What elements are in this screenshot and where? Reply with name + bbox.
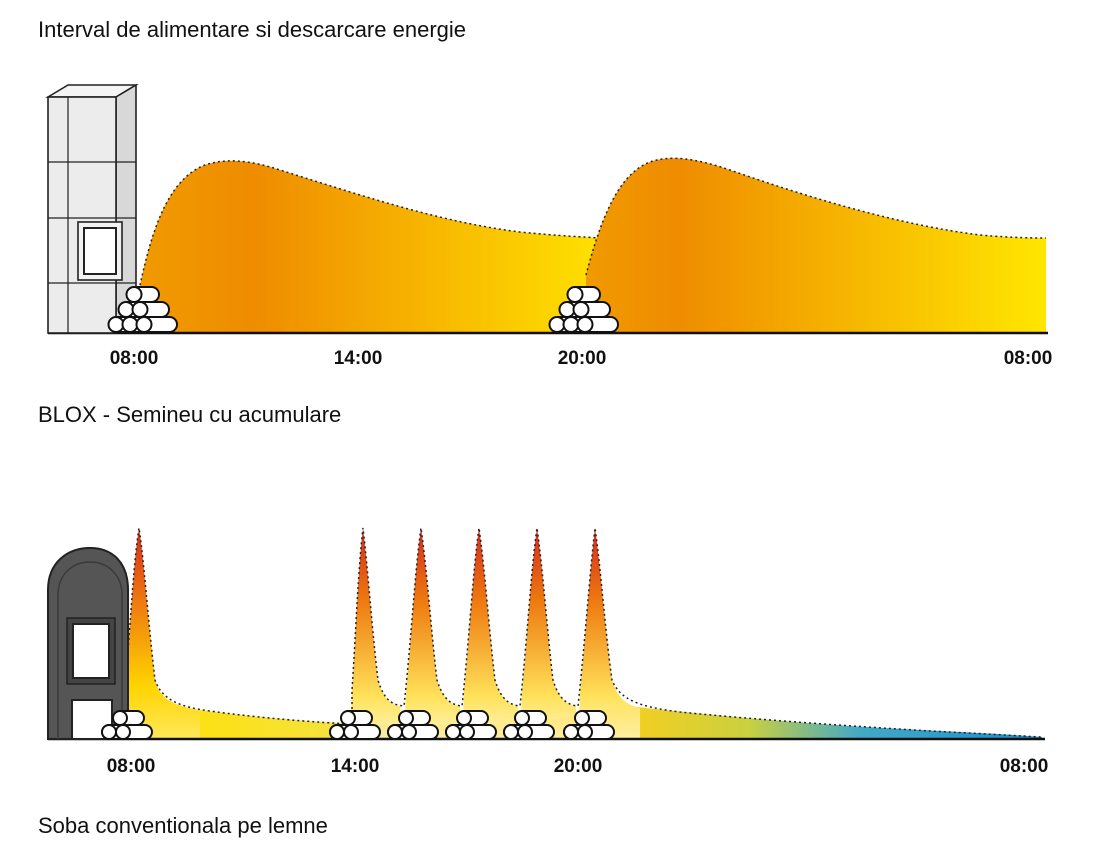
storage-stove-icon [45, 83, 139, 335]
blox-heat-wave-2 [586, 158, 1046, 333]
blox-tick-label: 08:00 [109, 348, 159, 369]
soba-tick-label: 20:00 [553, 756, 603, 777]
soba-heat-spike-1 [128, 528, 200, 739]
diagram-title: Interval de alimentare si descarcare ene… [38, 17, 467, 42]
blox-tick-label: 20:00 [557, 348, 607, 369]
firewood-stack-icon [329, 710, 381, 740]
soba-heat-spikes [350, 528, 640, 739]
blox-tick-label: 08:00 [1003, 348, 1053, 369]
soba-tick-label: 08:00 [106, 756, 156, 777]
blox-chart [45, 83, 1048, 335]
soba-section-label: Soba conventionala pe lemne [38, 813, 328, 838]
soba-tick-label: 08:00 [999, 756, 1049, 777]
blox-tick-label: 14:00 [333, 348, 383, 369]
soba-tick-label: 14:00 [330, 756, 380, 777]
blox-section-label: BLOX - Semineu cu acumulare [38, 402, 342, 427]
wood-stove-icon [47, 546, 129, 740]
soba-chart [47, 527, 1045, 741]
blox-heat-wave-1 [140, 160, 600, 333]
